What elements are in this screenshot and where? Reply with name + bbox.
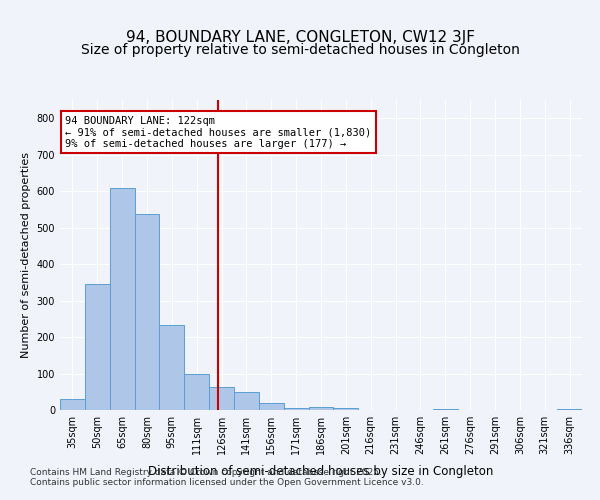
Bar xyxy=(184,374,209,410)
Text: Contains public sector information licensed under the Open Government Licence v3: Contains public sector information licen… xyxy=(30,478,424,487)
Bar xyxy=(234,392,259,410)
Bar xyxy=(259,402,284,410)
Bar xyxy=(209,388,234,410)
Bar xyxy=(308,406,334,410)
Bar xyxy=(284,408,308,410)
Text: Size of property relative to semi-detached houses in Congleton: Size of property relative to semi-detach… xyxy=(80,43,520,57)
Text: 94 BOUNDARY LANE: 122sqm
← 91% of semi-detached houses are smaller (1,830)
9% of: 94 BOUNDARY LANE: 122sqm ← 91% of semi-d… xyxy=(65,116,371,148)
Bar xyxy=(334,408,358,410)
Bar xyxy=(160,326,184,410)
Bar xyxy=(60,399,85,410)
Text: Contains HM Land Registry data © Crown copyright and database right 2025.: Contains HM Land Registry data © Crown c… xyxy=(30,468,382,477)
Bar xyxy=(110,188,134,410)
Bar xyxy=(85,284,110,410)
Bar xyxy=(557,409,582,410)
Bar xyxy=(134,214,160,410)
Text: 94, BOUNDARY LANE, CONGLETON, CW12 3JF: 94, BOUNDARY LANE, CONGLETON, CW12 3JF xyxy=(125,30,475,45)
X-axis label: Distribution of semi-detached houses by size in Congleton: Distribution of semi-detached houses by … xyxy=(148,466,494,478)
Y-axis label: Number of semi-detached properties: Number of semi-detached properties xyxy=(21,152,31,358)
